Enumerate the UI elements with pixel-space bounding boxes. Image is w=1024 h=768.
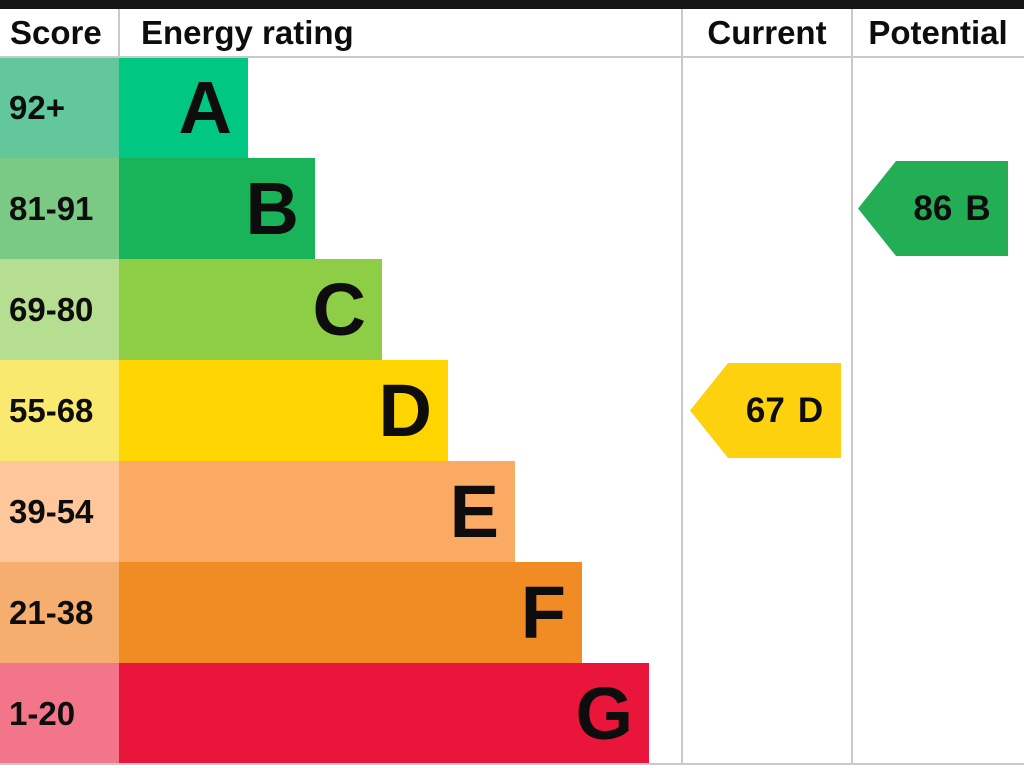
band-letter: D: [378, 368, 432, 452]
column-header-potential: Potential: [868, 14, 1008, 51]
band-letter: B: [245, 166, 299, 250]
band-row-f: 21-38 F: [0, 562, 1024, 663]
band-row-a: 92+ A: [0, 57, 1024, 158]
band-row-d: 55-68 D: [0, 360, 1024, 461]
score-range-label: 81-91: [0, 158, 119, 259]
band-row-e: 39-54 E: [0, 461, 1024, 562]
score-range-label: 55-68: [0, 360, 119, 461]
current-rating-value: 67: [745, 390, 785, 430]
band-bar-b: B: [119, 158, 315, 259]
score-range-label: 92+: [0, 57, 119, 158]
bottom-border-line: [0, 763, 1024, 765]
column-header-score: Score: [10, 14, 102, 51]
band-bar-a: A: [119, 57, 248, 158]
band-letter: E: [449, 469, 499, 553]
score-column-divider: [118, 9, 120, 56]
band-bar-c: C: [119, 259, 382, 360]
potential-column-divider: [851, 9, 853, 763]
header-divider-line: [0, 56, 1024, 58]
band-letter: G: [575, 671, 633, 755]
band-row-b: 81-91 B: [0, 158, 1024, 259]
score-range-label: 21-38: [0, 562, 119, 663]
potential-rating-value: 86: [913, 188, 953, 228]
band-letter: A: [178, 65, 232, 149]
score-range-label: 69-80: [0, 259, 119, 360]
current-column-divider: [681, 9, 683, 763]
potential-rating-band-letter: B: [965, 188, 991, 228]
band-letter: F: [520, 570, 566, 654]
band-bar-d: D: [119, 360, 448, 461]
column-header-energy-rating: Energy rating: [141, 14, 354, 51]
band-rows: 92+ A 81-91 B 69-80 C 55-68 D 39-54 E 21-38 F 1-20 G: [0, 57, 1024, 764]
band-row-c: 69-80 C: [0, 259, 1024, 360]
score-range-label: 1-20: [0, 663, 119, 764]
band-row-g: 1-20 G: [0, 663, 1024, 764]
score-range-label: 39-54: [0, 461, 119, 562]
top-border-bar: [0, 0, 1024, 9]
column-header-current: Current: [707, 14, 827, 51]
band-bar-f: F: [119, 562, 582, 663]
current-rating-band-letter: D: [797, 390, 824, 430]
band-bar-g: G: [119, 663, 649, 764]
band-bar-e: E: [119, 461, 515, 562]
band-letter: C: [312, 267, 366, 351]
